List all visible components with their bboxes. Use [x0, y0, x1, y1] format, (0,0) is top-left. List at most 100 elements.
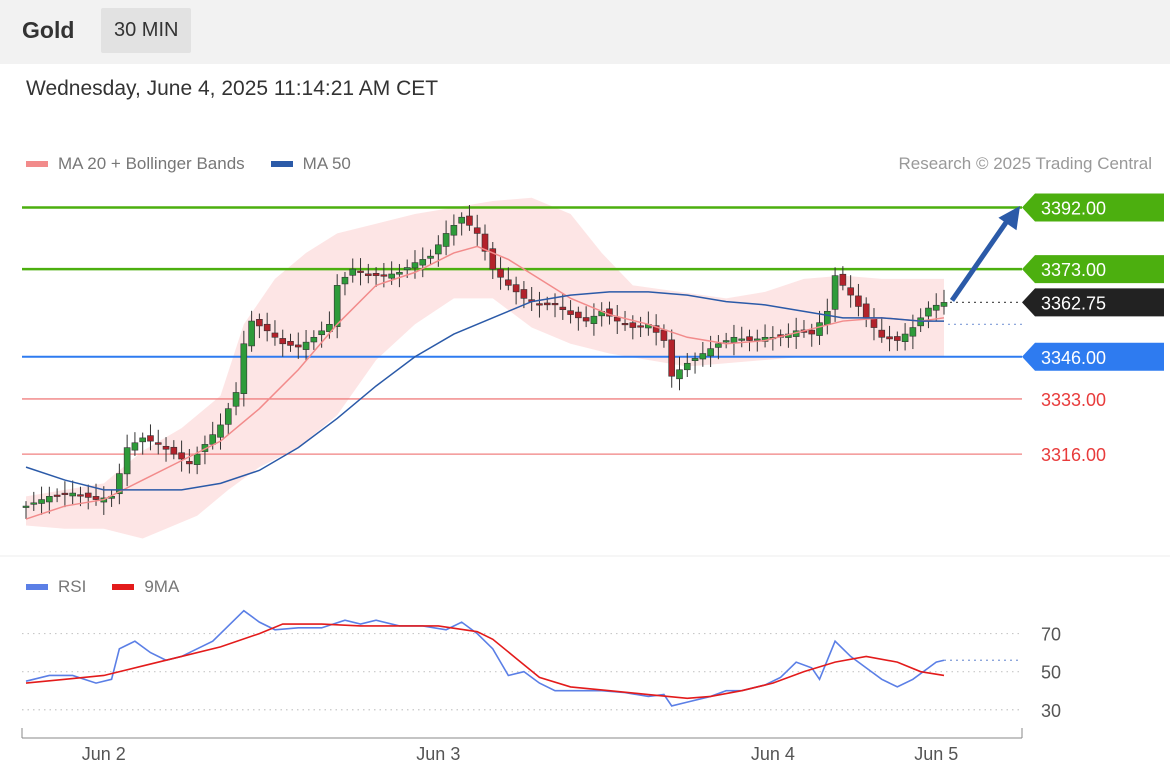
candle-body: [676, 369, 683, 380]
candle-body: [248, 320, 255, 347]
candle-body: [427, 255, 434, 259]
candle-body: [357, 270, 364, 273]
candle-body: [497, 268, 504, 278]
candle: [302, 329, 310, 361]
candle-body: [855, 295, 862, 307]
candle-body: [442, 233, 450, 247]
candle-body: [536, 303, 543, 306]
candle-body: [435, 244, 442, 255]
price-legend: MA 20 + Bollinger Bands MA 50: [26, 154, 377, 174]
candle: [652, 314, 660, 346]
candle-body: [147, 435, 154, 442]
candle-body: [209, 434, 217, 445]
candle-body: [824, 311, 831, 325]
candle-body: [582, 317, 590, 322]
forecast-arrow: [949, 212, 1015, 302]
candle-body: [715, 343, 722, 348]
rsi-tick-label: 50: [1041, 663, 1061, 683]
candle: [738, 326, 746, 348]
candle-body: [217, 424, 224, 438]
candle: [30, 491, 38, 511]
level-tag: [1022, 288, 1164, 317]
legend-rsi: RSI: [26, 577, 86, 597]
candle: [162, 437, 170, 462]
level-label: 3346.00: [1041, 348, 1106, 368]
candle-body: [707, 348, 714, 357]
level-tag: [1022, 342, 1164, 371]
candle: [217, 413, 224, 450]
level-label: 3333.00: [1041, 390, 1106, 410]
candle-body: [116, 473, 123, 495]
candle: [442, 220, 450, 256]
candle: [341, 271, 349, 296]
candle: [22, 501, 30, 520]
candle-body: [326, 324, 333, 332]
candle-body: [450, 225, 458, 236]
candle: [357, 258, 364, 286]
candle-body: [30, 502, 38, 505]
candle: [248, 310, 255, 352]
candle-body: [894, 336, 901, 341]
candle-body: [333, 285, 341, 327]
price-pane: 3392.00 3373.00 3362.75 3346.00 3333.00 3316.…: [22, 193, 1164, 539]
rsi-tick-label: 30: [1041, 701, 1061, 721]
candle-body: [193, 453, 201, 465]
level-label: 3392.00: [1041, 198, 1106, 218]
candle-body: [318, 330, 325, 336]
candle-body: [53, 494, 61, 497]
candle-body: [683, 362, 691, 371]
candle: [186, 448, 193, 474]
candle: [419, 247, 427, 278]
candle-body: [69, 492, 76, 497]
candle-body: [909, 327, 917, 337]
candle-body: [816, 322, 823, 336]
candle-body: [365, 273, 372, 276]
candle: [372, 267, 380, 287]
candle: [925, 301, 932, 329]
candle: [855, 283, 862, 317]
rsi-tick-label: 70: [1041, 625, 1061, 645]
candle-body: [489, 248, 497, 270]
candle: [46, 486, 53, 514]
level-last-price: 3362.75: [950, 288, 1164, 317]
candle-body: [279, 338, 287, 345]
candle-body: [349, 268, 357, 276]
candle: [61, 481, 69, 508]
candle: [668, 329, 676, 388]
level-support: 3316.00: [22, 445, 1106, 465]
candle-body: [162, 445, 170, 450]
candle: [699, 341, 707, 367]
candle-body: [380, 274, 388, 277]
candle: [715, 335, 722, 360]
legend-label-ma20: MA 20 + Bollinger Bands: [58, 154, 245, 173]
legend-label-rsi: RSI: [58, 577, 87, 596]
legend-ma50: MA 50: [270, 154, 351, 174]
candle: [481, 224, 489, 261]
candle-body: [256, 319, 263, 327]
timeframe-button[interactable]: 30 MIN: [101, 8, 192, 53]
candle-body: [92, 496, 100, 500]
bollinger-band: [26, 197, 944, 539]
candle-body: [263, 323, 271, 332]
research-credit: Research © 2025 Trading Central: [898, 154, 1153, 173]
level-support: 3333.00: [22, 390, 1106, 410]
candle: [427, 249, 434, 265]
candle: [683, 353, 691, 377]
instrument-title: Gold: [22, 17, 75, 43]
candle: [582, 306, 590, 328]
candle: [458, 212, 465, 236]
candle: [637, 316, 644, 338]
candle-body: [629, 322, 637, 328]
level-pivot: 3346.00: [22, 342, 1164, 371]
candle-body: [481, 233, 489, 252]
candle-body: [862, 303, 870, 319]
rsi-series-rsi: [25, 609, 945, 707]
legend-ma20-bollinger: MA 20 + Bollinger Bands: [26, 154, 245, 174]
candle: [473, 214, 481, 247]
candle-body: [668, 339, 676, 377]
candle: [676, 356, 683, 391]
candle: [575, 306, 582, 331]
candle: [232, 382, 240, 416]
candle-body: [77, 494, 84, 497]
